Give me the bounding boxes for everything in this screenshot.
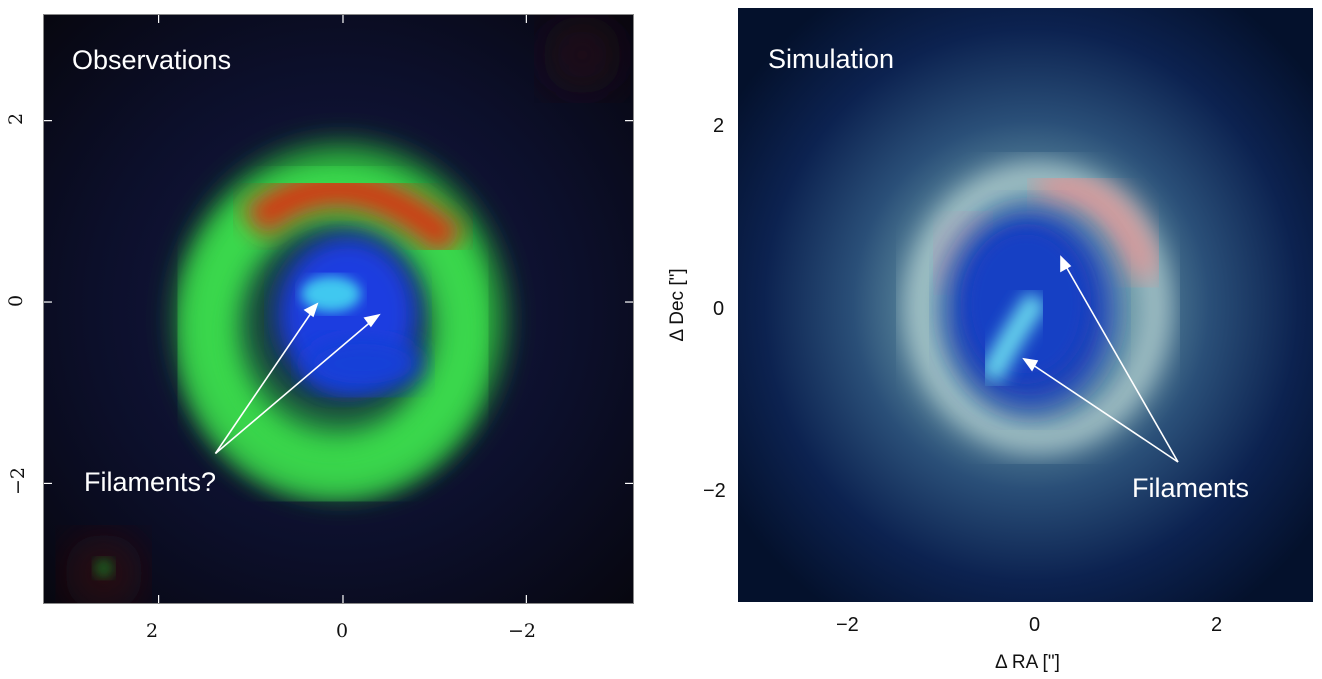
sim-pink-arc-left: [928, 208, 993, 290]
sim-x-tick: −2: [836, 614, 859, 636]
observations-render: [44, 15, 633, 603]
sim-x-tick: 2: [1211, 614, 1223, 636]
obs-y-tick: 0: [5, 294, 28, 308]
obs-x-tick: −2: [508, 620, 537, 642]
sim-y-tick: 2: [713, 115, 725, 137]
obs-blue-core-lower: [303, 335, 423, 392]
obs-x-tick: 0: [336, 620, 349, 642]
obs-tick-marks: [44, 15, 633, 603]
obs-cyan-knot: [301, 276, 361, 312]
sim-arrows: [1022, 255, 1179, 463]
obs-annotation: Filaments?: [84, 467, 217, 497]
sim-y-tick: −2: [703, 480, 726, 502]
obs-noise-patch: [93, 558, 114, 579]
sim-pink-arc: [1036, 171, 1164, 283]
obs-x-tick: 2: [146, 620, 159, 642]
sim-y-tick: 0: [713, 298, 725, 320]
sim-cyan-filament: [979, 291, 1048, 384]
obs-red-arc: [240, 169, 466, 259]
obs-y-tick: 2: [5, 112, 28, 126]
obs-arrows: [214, 302, 381, 455]
observations-image: Observations Filaments?: [43, 14, 634, 604]
sim-annotation: Filaments: [1132, 473, 1250, 503]
sim-x-axis-label: Δ RA ["]: [995, 652, 1060, 673]
obs-title: Observations: [72, 45, 232, 75]
sim-title: Simulation: [768, 44, 895, 74]
simulation-image: Simulation Filaments: [738, 8, 1313, 602]
obs-y-tick: −2: [7, 466, 30, 496]
sim-x-tick: 0: [1029, 614, 1041, 636]
sim-y-axis-label: Δ Dec ["]: [667, 268, 688, 342]
simulation-render: [738, 8, 1313, 602]
obs-noise-patch: [542, 15, 623, 95]
